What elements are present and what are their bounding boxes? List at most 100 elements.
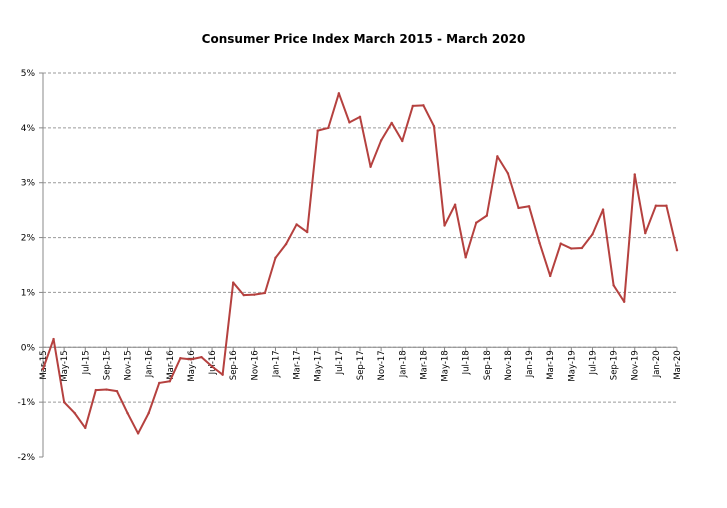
data-point xyxy=(475,221,478,224)
y-tick-label: 0% xyxy=(21,343,36,353)
data-point xyxy=(189,358,193,361)
y-axis-tick-labels: -2% -1% 0% 1% 2% 3% 4% 5% xyxy=(17,69,35,463)
data-point xyxy=(665,204,668,207)
data-point xyxy=(580,246,584,250)
x-tick-label: Nov-16 xyxy=(250,350,260,380)
x-tick-label: Jul-18 xyxy=(462,350,472,375)
data-point xyxy=(612,284,615,287)
data-point xyxy=(570,247,573,250)
x-tick-label: May-19 xyxy=(567,350,577,381)
data-point xyxy=(559,242,562,245)
y-tick-label: -1% xyxy=(17,398,35,408)
data-point xyxy=(538,241,541,245)
data-point xyxy=(443,224,446,227)
y-tick-label: 2% xyxy=(21,234,36,244)
cpi-series xyxy=(41,92,679,435)
data-point xyxy=(52,337,55,341)
axes xyxy=(39,72,678,458)
x-tick-label: Jan-19 xyxy=(525,350,535,378)
x-tick-label: Sep-18 xyxy=(483,350,493,380)
x-tick-label: Jul-16 xyxy=(208,350,218,375)
data-point xyxy=(327,126,330,130)
x-tick-label: May-18 xyxy=(441,350,451,381)
x-axis-tick-labels: Mar-15 May-15 Jul-15 Sep-15 Nov-15 Jan-16 Mar-… xyxy=(39,350,683,381)
x-tick-label: Mar-17 xyxy=(293,350,303,379)
data-point xyxy=(305,230,309,234)
data-point xyxy=(126,411,129,415)
x-tick-label: Nov-17 xyxy=(377,350,387,380)
x-tick-label: Jan-16 xyxy=(145,350,155,378)
x-tick-label: Sep-17 xyxy=(356,350,366,380)
data-point xyxy=(337,92,341,95)
data-point xyxy=(73,411,76,415)
data-point xyxy=(379,139,383,142)
data-point xyxy=(654,204,658,207)
data-point xyxy=(158,381,161,385)
data-point xyxy=(496,155,499,158)
y-tick-label: 3% xyxy=(21,179,36,189)
data-point xyxy=(253,293,256,296)
x-tick-label: May-15 xyxy=(60,350,70,381)
data-point xyxy=(179,357,182,360)
data-point xyxy=(517,206,520,210)
data-point xyxy=(549,274,552,278)
x-tick-label: Mar-18 xyxy=(419,350,429,379)
data-point xyxy=(644,231,647,235)
data-point xyxy=(453,203,457,206)
x-tick-label: Sep-19 xyxy=(610,350,620,380)
data-point xyxy=(221,373,224,376)
data-point xyxy=(62,400,66,404)
y-tick-label: 5% xyxy=(21,69,36,79)
data-point xyxy=(242,293,245,297)
data-point xyxy=(41,368,45,371)
data-point xyxy=(401,139,404,143)
data-point xyxy=(591,233,594,236)
data-point xyxy=(168,380,171,383)
data-point xyxy=(94,388,98,392)
x-tick-label: May-16 xyxy=(187,350,197,381)
data-point xyxy=(485,214,488,217)
data-point xyxy=(274,256,277,260)
x-tick-label: Mar-19 xyxy=(546,350,556,379)
x-tick-label: Mar-16 xyxy=(166,350,176,379)
data-point xyxy=(316,129,319,132)
data-point xyxy=(147,411,150,415)
x-tick-label: Mar-20 xyxy=(673,350,683,379)
data-point xyxy=(464,256,467,259)
y-tick-label: 4% xyxy=(21,124,36,134)
data-point xyxy=(136,432,140,435)
data-point xyxy=(675,248,679,252)
data-point xyxy=(369,165,372,169)
x-tick-label: Jul-15 xyxy=(81,350,91,375)
x-tick-label: Jul-19 xyxy=(588,350,598,375)
data-point xyxy=(601,208,605,211)
x-tick-label: Jul-17 xyxy=(335,350,345,375)
x-tick-label: Sep-16 xyxy=(229,350,239,380)
data-point xyxy=(348,121,351,124)
y-tick-label: 1% xyxy=(21,288,36,298)
data-point xyxy=(263,291,267,295)
cpi-series-line xyxy=(42,92,678,435)
data-point xyxy=(284,242,288,246)
data-point xyxy=(295,223,298,226)
data-point xyxy=(115,389,119,393)
data-point xyxy=(633,173,636,176)
data-point xyxy=(210,365,214,368)
x-tick-label: Jan-20 xyxy=(652,350,662,378)
data-point xyxy=(432,125,436,128)
data-point xyxy=(105,388,108,391)
data-point xyxy=(411,104,415,108)
data-point xyxy=(422,104,425,107)
x-tick-label: May-17 xyxy=(314,350,324,381)
x-tick-label: Jan-17 xyxy=(271,350,281,378)
chart-title: Consumer Price Index March 2015 - March … xyxy=(201,32,526,46)
data-point xyxy=(232,281,235,284)
data-point xyxy=(358,115,362,119)
x-tick-label: Sep-15 xyxy=(102,350,112,380)
y-tick-label: -2% xyxy=(17,453,35,463)
x-tick-label: Jan-18 xyxy=(398,350,408,378)
data-point xyxy=(200,355,203,359)
x-tick-label: Nov-18 xyxy=(504,350,514,380)
data-point xyxy=(506,172,510,175)
